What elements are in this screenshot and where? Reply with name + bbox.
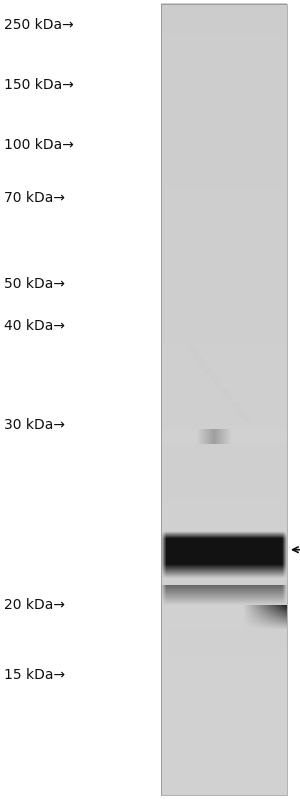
- Text: 250 kDa→: 250 kDa→: [4, 18, 74, 32]
- Text: WWW.PTGLAB.COM: WWW.PTGLAB.COM: [182, 342, 250, 425]
- Text: 20 kDa→: 20 kDa→: [4, 598, 65, 612]
- Text: 15 kDa→: 15 kDa→: [4, 668, 66, 682]
- Text: 30 kDa→: 30 kDa→: [4, 418, 65, 432]
- Text: 50 kDa→: 50 kDa→: [4, 276, 65, 291]
- Text: 40 kDa→: 40 kDa→: [4, 319, 65, 333]
- Text: 100 kDa→: 100 kDa→: [4, 138, 74, 153]
- Bar: [160, 4, 286, 795]
- Text: 70 kDa→: 70 kDa→: [4, 191, 65, 205]
- Text: 150 kDa→: 150 kDa→: [4, 78, 74, 93]
